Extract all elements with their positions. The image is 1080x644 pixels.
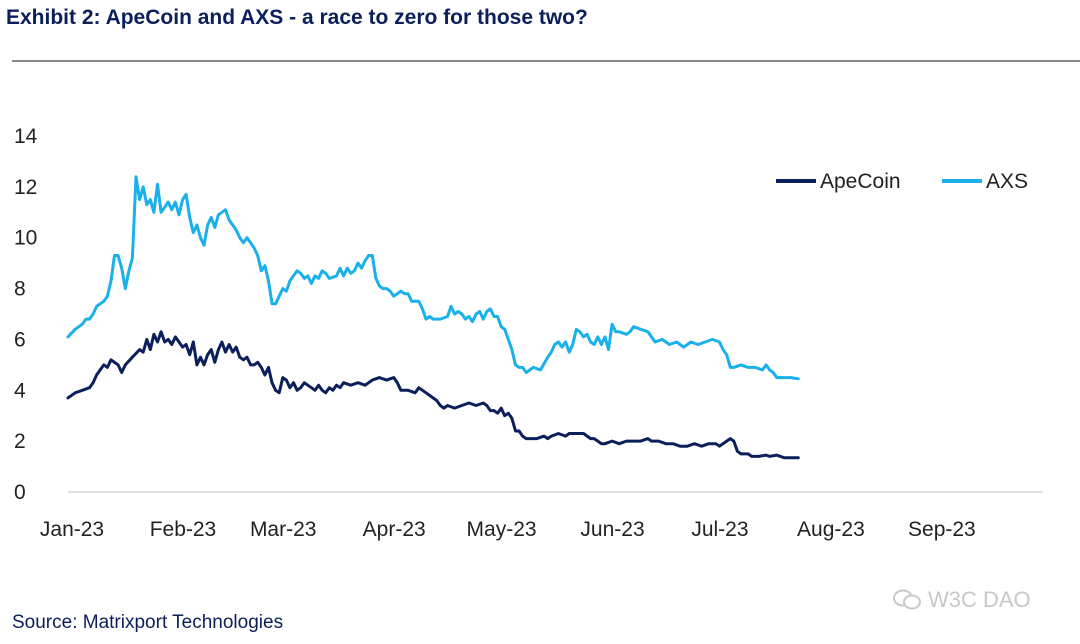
x-tick-label: Apr-23: [363, 518, 426, 541]
y-tick-label: 14: [14, 125, 38, 148]
chart-legend: ApeCoin AXS: [776, 170, 1028, 193]
x-tick-label: Feb-23: [150, 518, 217, 541]
source-note: Source: Matrixport Technologies: [12, 612, 284, 633]
chart-axes: 0 2 4 6 8 10 12 14 Jan-23 Feb-23 Mar-23 Apr-23 May-2…: [14, 125, 1043, 541]
x-tick-label: Aug-23: [797, 518, 865, 541]
chat-bubbles-icon: [893, 589, 921, 610]
y-tick-label: 4: [14, 379, 26, 402]
watermark: W3C DAO: [892, 587, 1031, 613]
series-line-apecoin: [66, 330, 800, 460]
watermark-text: W3C DAO: [928, 587, 1031, 612]
y-tick-label: 0: [14, 481, 26, 504]
y-tick-label: 8: [14, 278, 26, 301]
series-line-axs: [66, 175, 800, 381]
y-tick-label: 6: [14, 328, 26, 351]
x-tick-label: Sep-23: [908, 518, 976, 541]
y-tick-label: 12: [14, 176, 37, 199]
title-divider: [12, 60, 1080, 62]
y-tick-label: 10: [14, 227, 37, 250]
y-tick-label: 2: [14, 430, 26, 453]
x-tick-label: Jul-23: [691, 518, 748, 541]
x-tick-label: Mar-23: [250, 518, 317, 541]
x-tick-label: Jan-23: [40, 518, 104, 541]
chart-title: Exhibit 2: ApeCoin and AXS - a race to z…: [6, 6, 588, 29]
legend-label-apecoin: ApeCoin: [820, 170, 901, 193]
x-tick-label: Jun-23: [580, 518, 644, 541]
series-layer: [66, 175, 800, 460]
x-tick-label: May-23: [467, 518, 537, 541]
legend-label-axs: AXS: [986, 170, 1028, 193]
